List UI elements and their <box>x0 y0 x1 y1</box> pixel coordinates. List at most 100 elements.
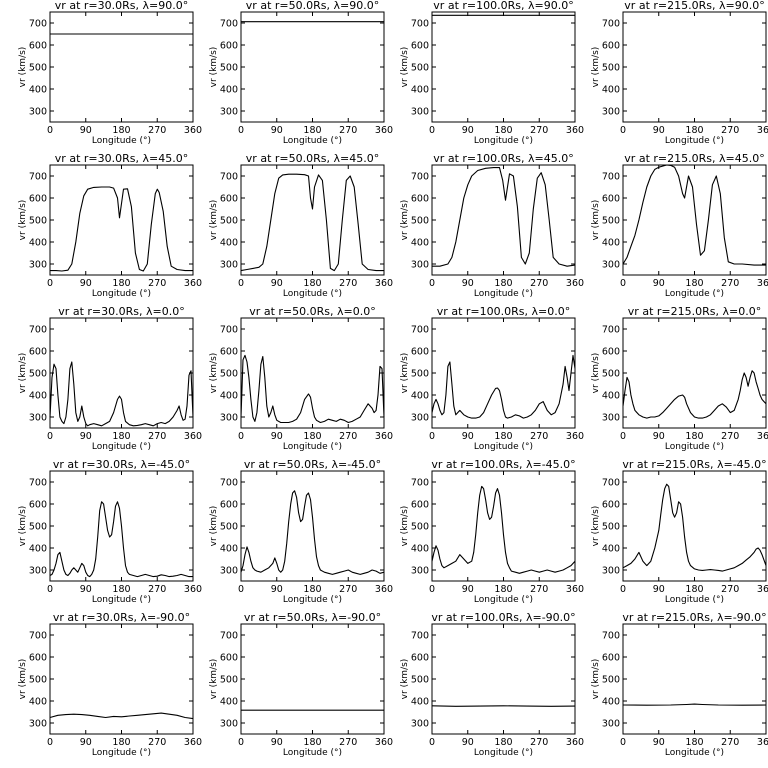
x-axis-label: Longitude (°) <box>474 136 533 146</box>
panel-14: vr at r=50.0Rs, λ=-45.0° 0 90 180 270 360 300 4… <box>209 458 393 605</box>
panel-title: vr at r=215.0Rs, λ=-90.0° <box>622 611 766 624</box>
x-axis-label: Longitude (°) <box>665 136 724 146</box>
x-axis-label: Longitude (°) <box>665 595 724 605</box>
y-tick-label: 300 <box>411 719 429 730</box>
y-tick-label: 500 <box>220 63 238 74</box>
x-tick-label: 360 <box>375 125 393 136</box>
y-tick-label: 400 <box>411 544 429 555</box>
y-tick-label: 400 <box>411 697 429 708</box>
x-tick-label: 270 <box>721 584 739 595</box>
x-axis-label: Longitude (°) <box>92 289 151 299</box>
x-tick-label: 90 <box>271 737 283 748</box>
y-tick-label: 600 <box>29 194 47 205</box>
y-tick-label: 500 <box>220 369 238 380</box>
plot-frame <box>431 11 576 123</box>
x-axis-label: Longitude (°) <box>474 595 533 605</box>
y-tick-label: 700 <box>411 631 429 642</box>
x-tick-label: 90 <box>653 125 665 136</box>
y-tick-label: 500 <box>602 369 620 380</box>
y-tick-label: 400 <box>220 85 238 96</box>
y-tick-label: 600 <box>602 653 620 664</box>
y-axis-label: vr (km/s) <box>209 659 219 700</box>
panel-title: vr at r=100.0Rs, λ=45.0° <box>433 152 573 165</box>
y-tick-label: 300 <box>220 107 238 118</box>
x-tick-label: 270 <box>721 737 739 748</box>
y-tick-label: 700 <box>411 325 429 336</box>
x-tick-label: 90 <box>80 737 92 748</box>
x-tick-label: 270 <box>339 737 357 748</box>
y-axis-label: vr (km/s) <box>591 47 601 88</box>
x-axis-label: Longitude (°) <box>283 289 342 299</box>
x-tick-label: 360 <box>184 584 202 595</box>
y-axis-label: vr (km/s) <box>18 506 28 547</box>
x-tick-label: 270 <box>148 431 166 442</box>
plot-frame <box>622 11 767 123</box>
y-tick-label: 600 <box>220 500 238 511</box>
y-tick-label: 500 <box>411 216 429 227</box>
x-tick-label: 90 <box>80 278 92 289</box>
x-axis-label: Longitude (°) <box>665 442 724 452</box>
plot-frame <box>240 164 385 276</box>
y-tick-label: 300 <box>602 566 620 577</box>
y-tick-label: 500 <box>411 369 429 380</box>
y-tick-label: 300 <box>29 260 47 271</box>
y-tick-label: 500 <box>220 675 238 686</box>
panel-title: vr at r=50.0Rs, λ=45.0° <box>246 152 379 165</box>
y-tick-label: 500 <box>220 216 238 227</box>
y-axis-label: vr (km/s) <box>400 200 410 241</box>
y-tick-label: 500 <box>411 63 429 74</box>
y-tick-label: 300 <box>602 107 620 118</box>
x-tick-label: 0 <box>47 737 53 748</box>
panel-5: vr at r=30.0Rs, λ=45.0° 0 90 180 270 360 300 40… <box>18 152 202 299</box>
y-tick-label: 500 <box>602 522 620 533</box>
panel-19: vr at r=100.0Rs, λ=-90.0° 0 90 180 270 360 300… <box>400 611 584 758</box>
y-axis-label: vr (km/s) <box>400 47 410 88</box>
series-line <box>50 186 193 272</box>
x-tick-label: 180 <box>685 584 703 595</box>
x-axis-label: Longitude (°) <box>92 748 151 758</box>
panel-15: vr at r=100.0Rs, λ=-45.0° 0 90 180 270 360 300… <box>400 458 584 605</box>
y-tick-label: 500 <box>29 216 47 227</box>
x-tick-label: 180 <box>112 125 130 136</box>
x-axis-label: Longitude (°) <box>283 748 342 758</box>
y-tick-label: 600 <box>602 500 620 511</box>
y-tick-label: 400 <box>602 238 620 249</box>
x-tick-label: 90 <box>271 584 283 595</box>
plot-frame <box>49 317 194 429</box>
y-tick-label: 500 <box>29 522 47 533</box>
y-axis-label: vr (km/s) <box>400 659 410 700</box>
x-axis-label: Longitude (°) <box>283 136 342 146</box>
y-tick-label: 400 <box>602 85 620 96</box>
y-tick-label: 600 <box>220 41 238 52</box>
x-axis-label: Longitude (°) <box>283 595 342 605</box>
y-tick-label: 700 <box>602 478 620 489</box>
y-axis-label: vr (km/s) <box>209 200 219 241</box>
series-line <box>622 164 766 266</box>
x-tick-label: 180 <box>303 584 321 595</box>
y-tick-label: 400 <box>29 697 47 708</box>
y-axis-label: vr (km/s) <box>591 353 601 394</box>
panel-title: vr at r=100.0Rs, λ=0.0° <box>437 305 570 318</box>
panel-4: vr at r=215.0Rs, λ=90.0° 0 90 180 270 360 300 4… <box>591 0 768 146</box>
y-tick-label: 700 <box>411 19 429 30</box>
y-tick-label: 700 <box>220 19 238 30</box>
x-tick-label: 90 <box>271 431 283 442</box>
y-tick-label: 300 <box>602 260 620 271</box>
y-axis-label: vr (km/s) <box>591 659 601 700</box>
x-tick-label: 180 <box>685 125 703 136</box>
series-line <box>622 483 767 572</box>
series-line <box>431 705 576 707</box>
x-tick-label: 90 <box>271 125 283 136</box>
y-tick-label: 500 <box>29 369 47 380</box>
x-tick-label: 180 <box>685 278 703 289</box>
y-tick-label: 300 <box>411 413 429 424</box>
plot-frame <box>49 164 194 276</box>
x-tick-label: 180 <box>303 125 321 136</box>
panel-title: vr at r=215.0Rs, λ=45.0° <box>624 152 764 165</box>
y-tick-label: 700 <box>411 478 429 489</box>
y-axis-label: vr (km/s) <box>18 659 28 700</box>
panel-9: vr at r=30.0Rs, λ=0.0° 0 90 180 270 360 300 400… <box>18 305 202 452</box>
y-tick-label: 700 <box>602 172 620 183</box>
x-tick-label: 0 <box>429 278 435 289</box>
